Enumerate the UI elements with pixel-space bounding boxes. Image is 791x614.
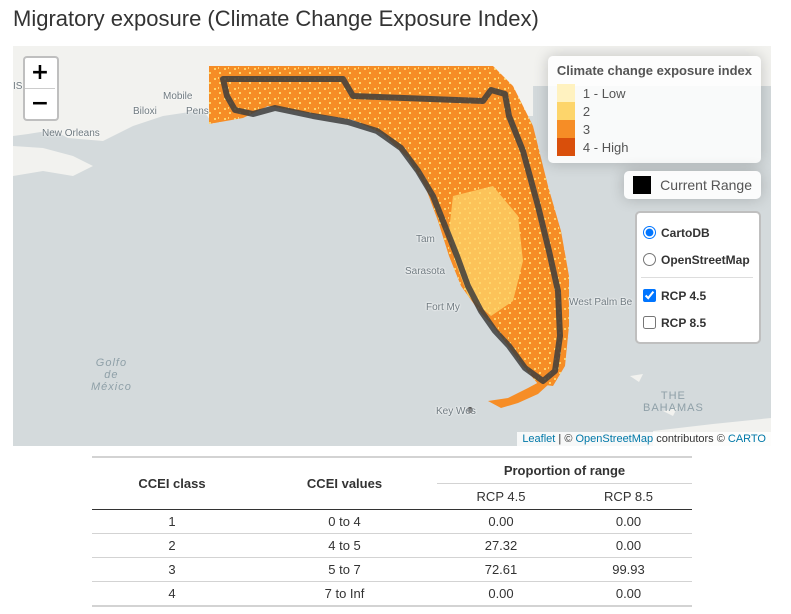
florida-keys xyxy=(488,381,549,408)
cell-rcp45: 0.00 xyxy=(437,509,565,534)
place-label-new-orleans: New Orleans xyxy=(42,128,100,139)
place-label-west-palm-beach: West Palm Be xyxy=(569,297,633,308)
legend-label: 4 - High xyxy=(582,139,629,155)
layers-separator xyxy=(641,277,753,278)
cartodb-radio[interactable] xyxy=(643,226,656,239)
place-label-tampa: Tam xyxy=(416,234,435,245)
layer-option-rcp85[interactable]: RCP 8.5 xyxy=(641,309,759,336)
place-label-key-west: Key Wes xyxy=(436,406,476,417)
cell-values: 7 to Inf xyxy=(252,581,437,607)
cell-rcp45: 27.32 xyxy=(437,533,565,558)
header-rcp85: RCP 8.5 xyxy=(565,483,692,510)
legend-swatch xyxy=(556,84,575,102)
openstreetmap-link[interactable]: OpenStreetMap xyxy=(575,433,654,445)
openstreetmap-radio[interactable] xyxy=(643,253,656,266)
legend-swatch xyxy=(556,138,575,156)
header-proportion-of-range: Proportion of range xyxy=(437,456,692,484)
place-label-mobile: Mobile xyxy=(163,91,193,102)
place-label-left-edge: IS xyxy=(13,81,23,92)
header-ccei-class: CCEI class xyxy=(92,456,252,510)
layer-option-cartodb[interactable]: CartoDB xyxy=(641,219,759,246)
cell-rcp85: 0.00 xyxy=(565,533,692,558)
cell-rcp85: 0.00 xyxy=(565,581,692,607)
cell-class: 2 xyxy=(92,533,252,558)
zoom-control: + − xyxy=(23,56,59,121)
layer-label-openstreetmap: OpenStreetMap xyxy=(661,252,750,267)
country-label-bahamas-line1: THE xyxy=(660,390,686,402)
country-label-bahamas: THE BAHAMAS xyxy=(643,390,704,414)
cell-values: 4 to 5 xyxy=(252,533,437,558)
layer-option-openstreetmap[interactable]: OpenStreetMap xyxy=(641,246,759,273)
table-row: 2 4 to 5 27.32 0.00 xyxy=(92,533,692,558)
legend-item: 1 - Low xyxy=(556,84,752,102)
legend-swatch xyxy=(556,120,575,138)
sea-label-gulf: Golfo de México xyxy=(91,357,132,393)
sea-label-gulf-line2: de xyxy=(104,369,119,381)
place-label-sarasota: Sarasota xyxy=(405,266,446,277)
legend-label: 3 xyxy=(582,121,591,137)
zoom-out-button[interactable]: − xyxy=(25,88,55,119)
cell-class: 1 xyxy=(92,509,252,534)
header-ccei-values: CCEI values xyxy=(252,456,437,510)
current-range-label: Current Range xyxy=(660,177,752,193)
header-rcp45: RCP 4.5 xyxy=(437,483,565,510)
attribution-separator: | © xyxy=(555,433,576,445)
exposure-legend: Climate change exposure index 1 - Low 2 … xyxy=(547,56,761,163)
current-range-legend: Current Range xyxy=(624,171,761,199)
cell-rcp85: 99.93 xyxy=(565,557,692,582)
legend-item: 4 - High xyxy=(556,138,752,156)
rcp45-checkbox[interactable] xyxy=(643,289,656,302)
legend-item: 2 xyxy=(556,102,752,120)
zoom-in-button[interactable]: + xyxy=(30,60,50,85)
carto-link[interactable]: CARTO xyxy=(727,433,766,445)
legend-item: 3 xyxy=(556,120,752,138)
leaflet-link[interactable]: Leaflet xyxy=(522,433,556,445)
proportion-table: CCEI class CCEI values Proportion of ran… xyxy=(92,456,692,607)
map-panel[interactable]: IS Mobile Biloxi Pens New Orleans Tam Sa… xyxy=(13,46,771,446)
cell-values: 0 to 4 xyxy=(252,509,437,534)
place-label-pensacola: Pens xyxy=(186,106,209,117)
cell-rcp85: 0.00 xyxy=(565,509,692,534)
cell-values: 5 to 7 xyxy=(252,557,437,582)
cell-rcp45: 72.61 xyxy=(437,557,565,582)
cell-class: 4 xyxy=(92,581,252,607)
legend-swatch xyxy=(556,102,575,120)
map-attribution: Leaflet | © OpenStreetMap contributors ©… xyxy=(517,432,771,446)
attribution-contributors: contributors © xyxy=(653,433,728,445)
legend-label: 2 xyxy=(582,103,591,119)
cell-class: 3 xyxy=(92,557,252,582)
place-label-biloxi: Biloxi xyxy=(133,106,157,117)
current-range-outline xyxy=(220,76,563,384)
table-row: 1 0 to 4 0.00 0.00 xyxy=(92,509,692,534)
current-range-swatch xyxy=(633,176,652,194)
page-title: Migratory exposure (Climate Change Expos… xyxy=(13,6,539,31)
table-row: 3 5 to 7 72.61 99.93 xyxy=(92,557,692,582)
place-label-fort-myers: Fort My xyxy=(426,302,460,313)
sea-label-gulf-line3: México xyxy=(91,381,132,393)
layer-option-rcp45[interactable]: RCP 4.5 xyxy=(641,282,759,309)
table-row: 4 7 to Inf 0.00 0.00 xyxy=(92,581,692,607)
sea-label-gulf-line1: Golfo xyxy=(95,357,128,369)
layer-label-cartodb: CartoDB xyxy=(661,225,710,240)
legend-label: 1 - Low xyxy=(582,85,626,101)
rcp85-checkbox[interactable] xyxy=(643,316,656,329)
layer-label-rcp85: RCP 8.5 xyxy=(661,315,707,330)
cell-rcp45: 0.00 xyxy=(437,581,565,607)
country-label-bahamas-line2: BAHAMAS xyxy=(643,402,704,414)
layers-control: CartoDB OpenStreetMap RCP 4.5 RCP 8.5 xyxy=(635,211,761,344)
legend-title: Climate change exposure index xyxy=(556,63,752,78)
layer-label-rcp45: RCP 4.5 xyxy=(661,288,707,303)
